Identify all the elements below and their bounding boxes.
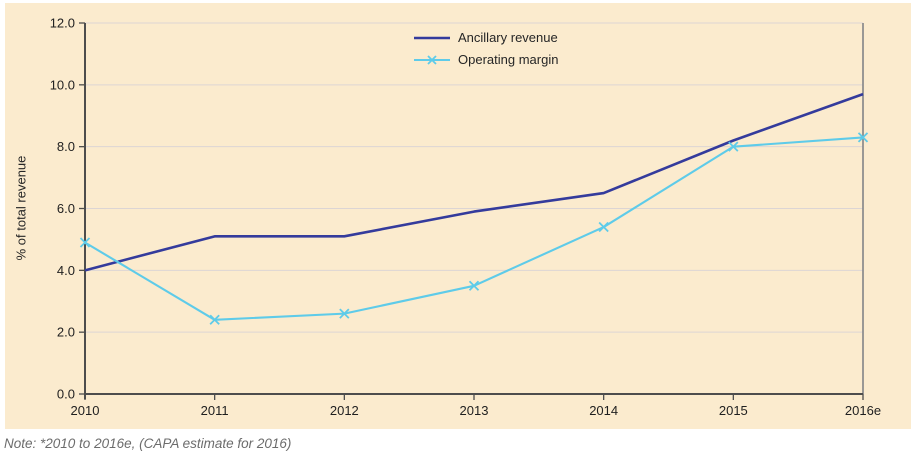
x-tick-label: 2014 xyxy=(589,403,618,418)
operating-margin-marker xyxy=(728,141,739,152)
legend-swatch-ancillary-revenue-icon xyxy=(414,36,450,39)
legend-swatch-x-marker xyxy=(427,54,437,65)
y-tick-label: 4.0 xyxy=(57,263,75,278)
y-tick-label: 0.0 xyxy=(57,387,75,402)
y-axis-title: % of total revenue xyxy=(13,155,29,261)
line-chart: 0.0 2.0 4.0 6.0 8.0 10.0 12.0 2010 2011 2012 2013 2… xyxy=(50,16,881,419)
y-tick-label: 12.0 xyxy=(50,16,75,31)
operating-margin-marker xyxy=(79,237,91,248)
x-tick-label: 2011 xyxy=(201,403,229,418)
chart-canvas: 0.0 2.0 4.0 6.0 8.0 10.0 12.0 2010 2011 2012 2013 2… xyxy=(5,3,911,429)
footnote: Note: *2010 to 2016e, (CAPA estimate for… xyxy=(4,436,292,451)
x-tick-label: 2016e xyxy=(845,403,881,418)
operating-margin-marker xyxy=(598,221,609,233)
operating-margin-marker xyxy=(857,132,869,143)
y-tick-label: 8.0 xyxy=(57,139,75,154)
x-tick-label: 2013 xyxy=(460,403,489,418)
legend-item-operating-margin: Operating margin xyxy=(413,52,558,67)
y-tick-label: 2.0 xyxy=(57,325,75,340)
legend-item-ancillary-revenue: Ancillary revenue xyxy=(413,30,558,45)
x-tick-label: 2012 xyxy=(330,403,359,418)
x-tick-label: 2010 xyxy=(71,403,100,418)
operating-margin-marker xyxy=(339,308,350,319)
legend-label-ancillary-revenue: Ancillary revenue xyxy=(458,30,558,45)
legend-swatch-operating-margin-icon xyxy=(414,54,450,65)
operating-margin-line xyxy=(84,136,864,321)
legend-label-operating-margin: Operating margin xyxy=(458,52,559,67)
y-tick-label: 6.0 xyxy=(57,201,75,216)
legend: Ancillary revenue Operating margin xyxy=(413,30,558,67)
ancillary-revenue-line xyxy=(84,92,864,272)
operating-margin-marker xyxy=(468,280,480,291)
operating-margin-marker xyxy=(209,314,220,325)
y-tick-label: 10.0 xyxy=(50,77,75,92)
x-tick-label: 2015 xyxy=(719,403,748,418)
